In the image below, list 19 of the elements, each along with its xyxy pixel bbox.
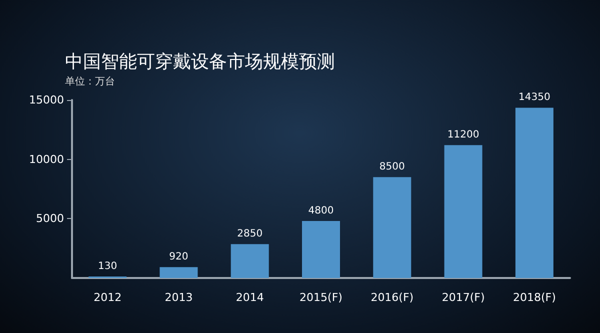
y-tick-label: 15000 [29,94,64,106]
data-label: 8500 [379,162,405,173]
data-label: 920 [169,252,188,263]
data-label: 14350 [518,92,550,104]
x-tick-label: 2014 [236,291,264,304]
chart-title: 中国智能可穿戴设备市场规模预测 [65,52,335,72]
x-tick-label: 2013 [164,291,193,304]
x-tick-label: 2012 [94,291,122,304]
chart-subtitle: 单位：万台 [65,76,115,88]
y-tick-label: 10000 [29,152,64,166]
x-tick-label: 2016(F) [370,291,414,304]
data-label: 130 [98,260,118,272]
data-label: 2850 [237,228,263,240]
x-tick-label: 2015(F) [300,291,342,304]
x-tick-label: 2018(F) [512,291,556,304]
y-tick-label: 5000 [36,212,64,226]
data-label: 11200 [447,130,480,141]
data-label: 4800 [308,206,334,217]
x-tick-label: 2017(F) [442,291,485,304]
